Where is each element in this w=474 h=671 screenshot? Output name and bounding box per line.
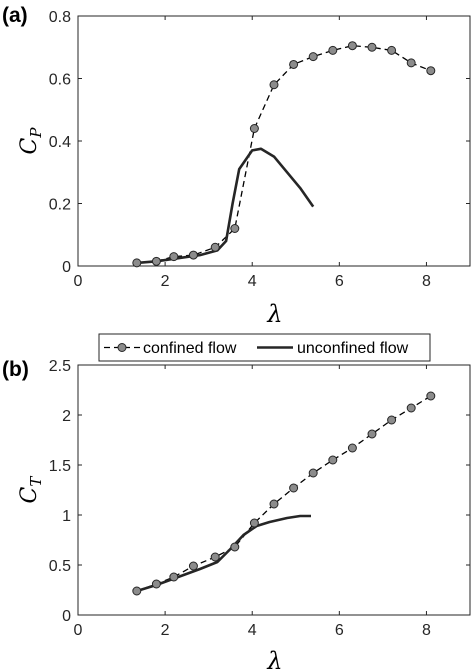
panel-b-confined-flow-point	[169, 572, 179, 582]
panel-a-confined-flow-point	[151, 256, 161, 266]
panel-a-label: (a)	[2, 4, 28, 27]
panel-a-axes-box	[77, 15, 471, 267]
legend-confined-marker	[117, 343, 127, 352]
panel-a-confined-flow-point	[230, 224, 240, 233]
panel-b-axes-box	[77, 364, 471, 616]
panel-a-ytick-label: 0	[62, 259, 71, 276]
panel-b-confined-flow-line	[136, 395, 432, 592]
panel-b-ytick-label: 2.5	[49, 358, 71, 375]
panel-a-confined-flow-point	[406, 58, 416, 68]
panel-b-confined-flow-point	[387, 415, 397, 425]
panel-a-xtick-label: 6	[335, 273, 344, 290]
panel-a-confined-flow-point	[367, 42, 377, 52]
panel-a-ylabel-base: C	[17, 137, 42, 154]
panel-b-confined-flow-point	[132, 586, 142, 596]
panel-a-ytick-label: 0.6	[49, 72, 71, 89]
panel-a-xlabel: λ	[266, 300, 282, 328]
panel-a-confined-flow-point	[188, 250, 198, 260]
panel-a-confined-flow-point	[169, 252, 179, 262]
panel-a-cp-chart: (a) 0 2 4 6 8 0 0.2 0.4 0.6 0.8 CP λ	[2, 4, 471, 328]
panel-a-ytick-label: 0.8	[49, 9, 71, 26]
panel-b-ticks: 0 2 4 6 8 0 0.5 1 1.5 2 2.5	[49, 358, 470, 639]
panel-a-ticks: 0 2 4 6 8 0 0.2 0.4 0.6 0.8	[49, 9, 470, 290]
panel-b-xtick-label: 8	[422, 622, 431, 639]
panel-a-ytick-label: 0.4	[49, 134, 71, 151]
panel-a-plot-area	[132, 41, 436, 268]
panel-b-ct-chart: (b) 0 2 4 6 8 0 0.5 1 1.5 2 2.5 CT λ	[2, 358, 471, 671]
panel-a-confined-flow-point	[426, 66, 436, 76]
panel-a-confined-flow-line	[136, 45, 432, 264]
panel-b-confined-flow-point	[230, 542, 240, 552]
panel-b-ylabel-base: C	[17, 486, 42, 503]
panel-b-confined-flow-point	[328, 455, 338, 465]
panel-a-ylabel: CP	[17, 127, 45, 155]
panel-a-xtick-label: 4	[248, 273, 257, 290]
legend-confined-label: confined flow	[143, 340, 237, 357]
panel-b-confined-flow-point	[289, 483, 299, 493]
panel-b-ytick-label: 1	[62, 508, 71, 525]
legend: confined flow unconfined flow	[98, 333, 431, 362]
panel-b-confined-flow-point	[367, 429, 377, 439]
panel-b-ytick-label: 0.5	[49, 558, 71, 575]
panel-b-confined-flow-point	[347, 443, 357, 453]
panel-a-confined-flow-point	[269, 80, 279, 90]
panel-b-unconfined-flow-line	[136, 514, 311, 593]
panel-b-xtick-label: 2	[161, 622, 170, 639]
panel-b-xtick-label: 0	[74, 622, 83, 639]
panel-b-ylabel-sub: T	[27, 476, 45, 487]
panel-a-confined-flow-point	[308, 52, 318, 62]
panel-a-confined-flow-point	[328, 45, 338, 55]
panel-a-confined-flow-point	[249, 124, 259, 133]
panel-a-xtick-label: 2	[161, 273, 170, 290]
panel-b-ytick-label: 2	[62, 408, 71, 425]
panel-b-confined-flow-point	[249, 518, 259, 528]
panel-a-confined-flow-point	[132, 258, 142, 268]
panel-a-confined-flow-point	[347, 41, 357, 51]
panel-a-ytick-label: 0.2	[49, 197, 71, 214]
panel-b-confined-flow-point	[210, 552, 220, 562]
legend-unconfined-label: unconfined flow	[297, 340, 409, 357]
panel-b-ylabel: CT	[17, 476, 45, 504]
panel-b-plot-area	[132, 391, 436, 596]
panel-b-xtick-label: 4	[248, 622, 257, 639]
panel-b-confined-flow-point	[188, 561, 198, 571]
panel-b-xlabel: λ	[266, 647, 282, 671]
panel-b-confined-flow-point	[308, 468, 318, 478]
panel-b-confined-flow-point	[406, 403, 416, 413]
panel-a-confined-flow-point	[210, 242, 220, 252]
panel-b-confined-flow-point	[426, 391, 436, 401]
panel-a-confined-flow-point	[289, 59, 299, 69]
panel-a-ylabel-sub: P	[27, 127, 45, 139]
panel-b-label: (b)	[2, 358, 29, 381]
panel-a-xtick-label: 8	[422, 273, 431, 290]
panel-b-xtick-label: 6	[335, 622, 344, 639]
panel-b-ytick-label: 0	[62, 608, 71, 625]
panel-b-confined-flow-point	[151, 579, 161, 589]
panel-a-confined-flow-point	[387, 45, 397, 55]
panel-a-xtick-label: 0	[74, 273, 83, 290]
panel-a-unconfined-flow-line	[136, 147, 315, 265]
panel-b-ytick-label: 1.5	[49, 458, 71, 475]
panel-b-confined-flow-point	[269, 499, 279, 509]
